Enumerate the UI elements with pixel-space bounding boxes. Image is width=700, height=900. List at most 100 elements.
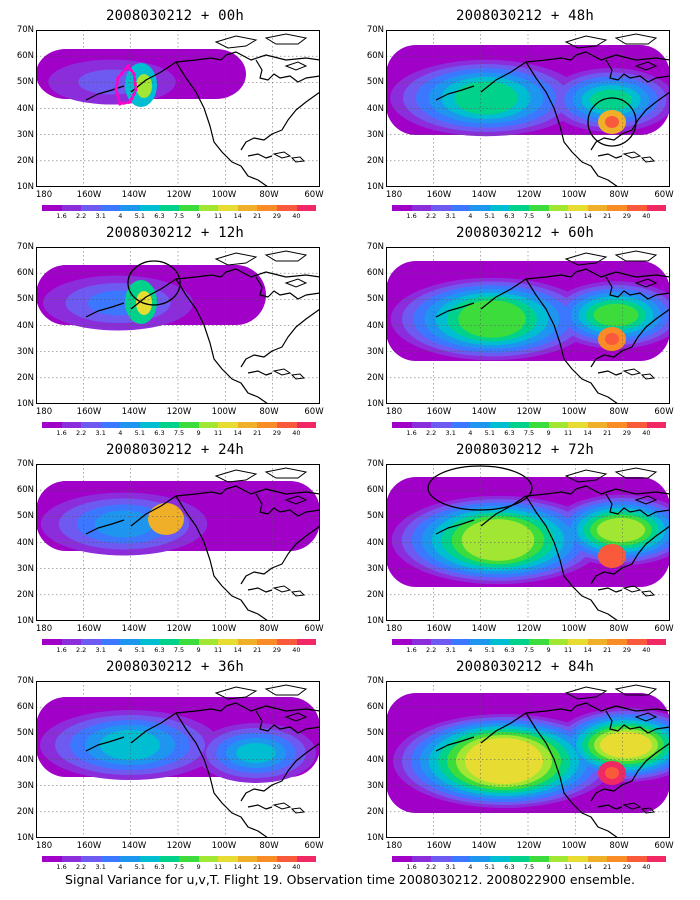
colorbar-swatch	[431, 639, 451, 645]
island-outline	[614, 467, 658, 479]
latitude-label: 40N	[366, 754, 384, 765]
colorbar-swatch	[607, 422, 627, 428]
colorbar-label: 2.2	[425, 212, 437, 220]
longitude-label: 100W	[211, 624, 237, 634]
colorbar	[42, 205, 317, 211]
latitude-label: 10N	[16, 833, 34, 843]
colorbar-label: 9	[196, 646, 201, 654]
colorbar-swatch	[509, 856, 530, 862]
longitude-label: 100W	[561, 624, 587, 634]
colorbar-label: 3.1	[445, 212, 456, 220]
colorbar-label: 29	[272, 212, 281, 220]
latitude-label: 40N	[366, 537, 384, 548]
colorbar-label: 29	[622, 429, 631, 437]
latitude-label: 30N	[16, 563, 34, 574]
colorbar-label: 9	[546, 212, 551, 220]
latitude-label: 70N	[16, 676, 34, 686]
variance-map	[386, 464, 670, 621]
colorbar-label: 3.1	[445, 863, 456, 871]
colorbar-label: 14	[583, 429, 592, 437]
colorbar-swatch	[257, 205, 277, 211]
colorbar-swatch	[100, 205, 121, 211]
longitude-label: 180	[385, 190, 403, 200]
colorbar-label: 4	[468, 429, 473, 437]
longitude-label: 160W	[426, 624, 452, 634]
colorbar-label: 3.1	[445, 429, 456, 437]
colorbar-label: 40	[642, 429, 651, 437]
coastline	[590, 308, 670, 368]
colorbar-swatch	[296, 205, 317, 211]
coastline	[435, 736, 475, 752]
longitude-label: 120W	[516, 190, 542, 200]
colorbar-swatch	[587, 422, 608, 428]
colorbar-label: 29	[622, 646, 631, 654]
latitude-label: 40N	[16, 320, 34, 331]
latitude-label: 20N	[366, 372, 384, 383]
island-outline	[564, 686, 608, 700]
colorbar-swatch	[42, 856, 62, 862]
panel-title: 2008030212 + 00h	[105, 8, 245, 24]
colorbar-label: 5.1	[134, 863, 146, 871]
latitude-label: 40N	[366, 320, 384, 331]
colorbar-swatch	[607, 856, 627, 862]
longitude-label: 180	[385, 624, 403, 634]
island-outline	[290, 373, 306, 380]
colorbar-label: 4	[118, 212, 123, 220]
coastline	[130, 702, 320, 744]
colorbar-swatch	[411, 205, 432, 211]
map-panel: 2008030212 + 36h 70N 60N 50N 40N 30N 20N 10N 180…	[0, 651, 350, 871]
longitude-label: 100W	[561, 407, 587, 417]
latitude-label: 10N	[16, 182, 34, 192]
latitude-label: 10N	[16, 616, 34, 626]
latitude-label: 50N	[366, 294, 384, 305]
longitude-label: 60W	[654, 407, 674, 417]
colorbar-label: 3.1	[95, 212, 106, 220]
longitude-label: 140W	[471, 624, 497, 634]
colorbar-label: 2.2	[75, 646, 87, 654]
longitude-label: 100W	[561, 190, 587, 200]
colorbar-swatch	[548, 639, 569, 645]
latitude-label: 10N	[366, 616, 384, 626]
coastline	[175, 495, 269, 621]
colorbar-label: 5.1	[484, 429, 496, 437]
colorbar-label: 5.1	[484, 212, 496, 220]
colorbar-label: 7.5	[523, 646, 535, 654]
coastline	[130, 268, 320, 310]
colorbar-label: 21	[253, 646, 262, 654]
colorbar-swatch	[276, 422, 297, 428]
colorbar-label: 14	[233, 863, 242, 871]
colorbar-label: 4	[468, 212, 473, 220]
longitude-label: 100W	[211, 407, 237, 417]
colorbar	[392, 422, 667, 428]
longitude-label: 180	[35, 190, 53, 200]
island-outline	[214, 686, 258, 700]
colorbar-label: 14	[583, 646, 592, 654]
latitude-label: 50N	[16, 728, 34, 739]
colorbar-swatch	[529, 422, 549, 428]
island-outline	[272, 151, 292, 159]
island-outline	[264, 250, 308, 262]
colorbar-label: 1.6	[56, 863, 67, 871]
latitude-label: 10N	[366, 182, 384, 192]
colorbar-swatch	[470, 205, 490, 211]
colorbar-label: 11	[564, 646, 573, 654]
longitude-label: 60W	[304, 624, 324, 634]
coastline	[597, 804, 623, 810]
colorbar-swatch	[198, 422, 219, 428]
colorbar-label: 40	[642, 212, 651, 220]
colorbar-label: 29	[272, 863, 281, 871]
colorbar-swatch	[237, 205, 258, 211]
colorbar-swatch	[529, 205, 549, 211]
colorbar-label: 14	[583, 212, 592, 220]
colorbar-swatch	[587, 205, 608, 211]
map-panel: 2008030212 + 84h 70N 60N 50N 40N 30N 20N 10N 180…	[350, 651, 700, 871]
colorbar-swatch	[392, 205, 412, 211]
target-ellipse	[587, 97, 637, 147]
island-outline	[272, 802, 292, 810]
colorbar	[42, 422, 317, 428]
colorbar-label: 9	[196, 863, 201, 871]
coastline	[85, 302, 125, 318]
island-outline	[214, 252, 258, 266]
colorbar-label: 1.6	[56, 429, 67, 437]
latitude-label: 60N	[16, 51, 34, 62]
